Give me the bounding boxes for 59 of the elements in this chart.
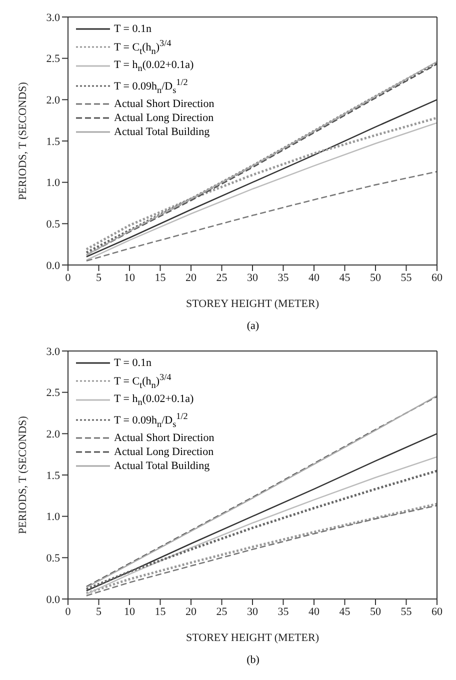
x-tick-label: 40	[308, 606, 320, 618]
y-tick-label: 0.5	[46, 552, 60, 565]
y-tick-label: 2.5	[46, 387, 60, 400]
y-tick-label: 1.5	[46, 470, 60, 482]
x-axis-title: STOREY HEIGHT (METER)	[186, 298, 320, 310]
line-series	[86, 170, 437, 262]
x-tick-label: 15	[154, 272, 166, 284]
legend-label: Actual Total Building	[114, 458, 210, 473]
x-tick-label: 55	[400, 606, 412, 618]
x-tick-label: 30	[247, 606, 258, 618]
x-tick-label: 0	[65, 606, 72, 618]
x-tick-label: 45	[339, 606, 351, 618]
legend-label: Actual Long Direction	[114, 110, 214, 125]
x-tick-label: 15	[154, 606, 166, 618]
x-axis-title: STOREY HEIGHT (METER)	[186, 632, 320, 644]
x-tick-label: 30	[247, 272, 258, 284]
x-tick-label: 35	[278, 272, 290, 284]
y-tick-label: 2.0	[46, 428, 60, 441]
x-tick-label: 20	[186, 606, 197, 618]
x-tick-label: 10	[124, 272, 136, 284]
y-axis-title: PERIODS, T (SECONDS)	[16, 82, 29, 200]
legend-label: T = 0.1n	[114, 356, 152, 370]
x-tick-label: 50	[370, 606, 382, 618]
y-tick-label: 3.0	[46, 12, 60, 24]
x-tick-label: 45	[339, 272, 351, 284]
y-tick-label: 0.0	[46, 260, 60, 272]
y-tick-label: 2.0	[46, 94, 60, 107]
legend-label: T = h$_{n}$(0.02+0.1a)	[114, 392, 194, 410]
y-tick-label: 1.0	[46, 177, 60, 190]
legend-label: Actual Total Building	[114, 124, 210, 139]
x-tick-label: 55	[400, 272, 412, 284]
y-tick-label: 0.5	[46, 218, 60, 231]
legend-label: Actual Long Direction	[114, 444, 214, 459]
x-tick-label: 35	[278, 606, 290, 618]
x-tick-label: 60	[432, 606, 443, 618]
x-tick-label: 5	[96, 606, 102, 618]
legend-label: T = h$_{n}$(0.02+0.1a)	[114, 58, 194, 76]
legend-label: T = C$_{t}$(h$_{n}$)$^{3/4}$	[114, 37, 172, 58]
legend-label: T = 0.1n	[114, 22, 152, 36]
y-tick-label: 2.5	[46, 53, 60, 66]
x-tick-label: 25	[216, 606, 228, 618]
y-tick-label: 1.0	[46, 511, 60, 524]
x-tick-label: 25	[216, 272, 228, 284]
x-tick-label: 10	[124, 606, 136, 618]
legend-label: T = C$_{t}$(h$_{n}$)$^{3/4}$	[114, 371, 172, 392]
y-tick-label: 0.0	[46, 594, 60, 606]
text: (a)	[246, 320, 260, 332]
x-tick-label: 5	[96, 272, 102, 284]
x-tick-label: 40	[308, 272, 320, 284]
x-tick-label: 50	[370, 272, 382, 284]
x-tick-label: 20	[186, 272, 197, 284]
x-tick-label: 60	[432, 272, 443, 284]
y-tick-label: 1.5	[46, 136, 60, 148]
legend-label: Actual Short Direction	[114, 430, 214, 445]
y-tick-label: 3.0	[46, 346, 60, 358]
text: (b)	[246, 654, 260, 666]
x-tick-label: 0	[65, 272, 72, 284]
y-axis-title: PERIODS, T (SECONDS)	[16, 416, 29, 534]
legend-label: Actual Short Direction	[114, 96, 214, 111]
